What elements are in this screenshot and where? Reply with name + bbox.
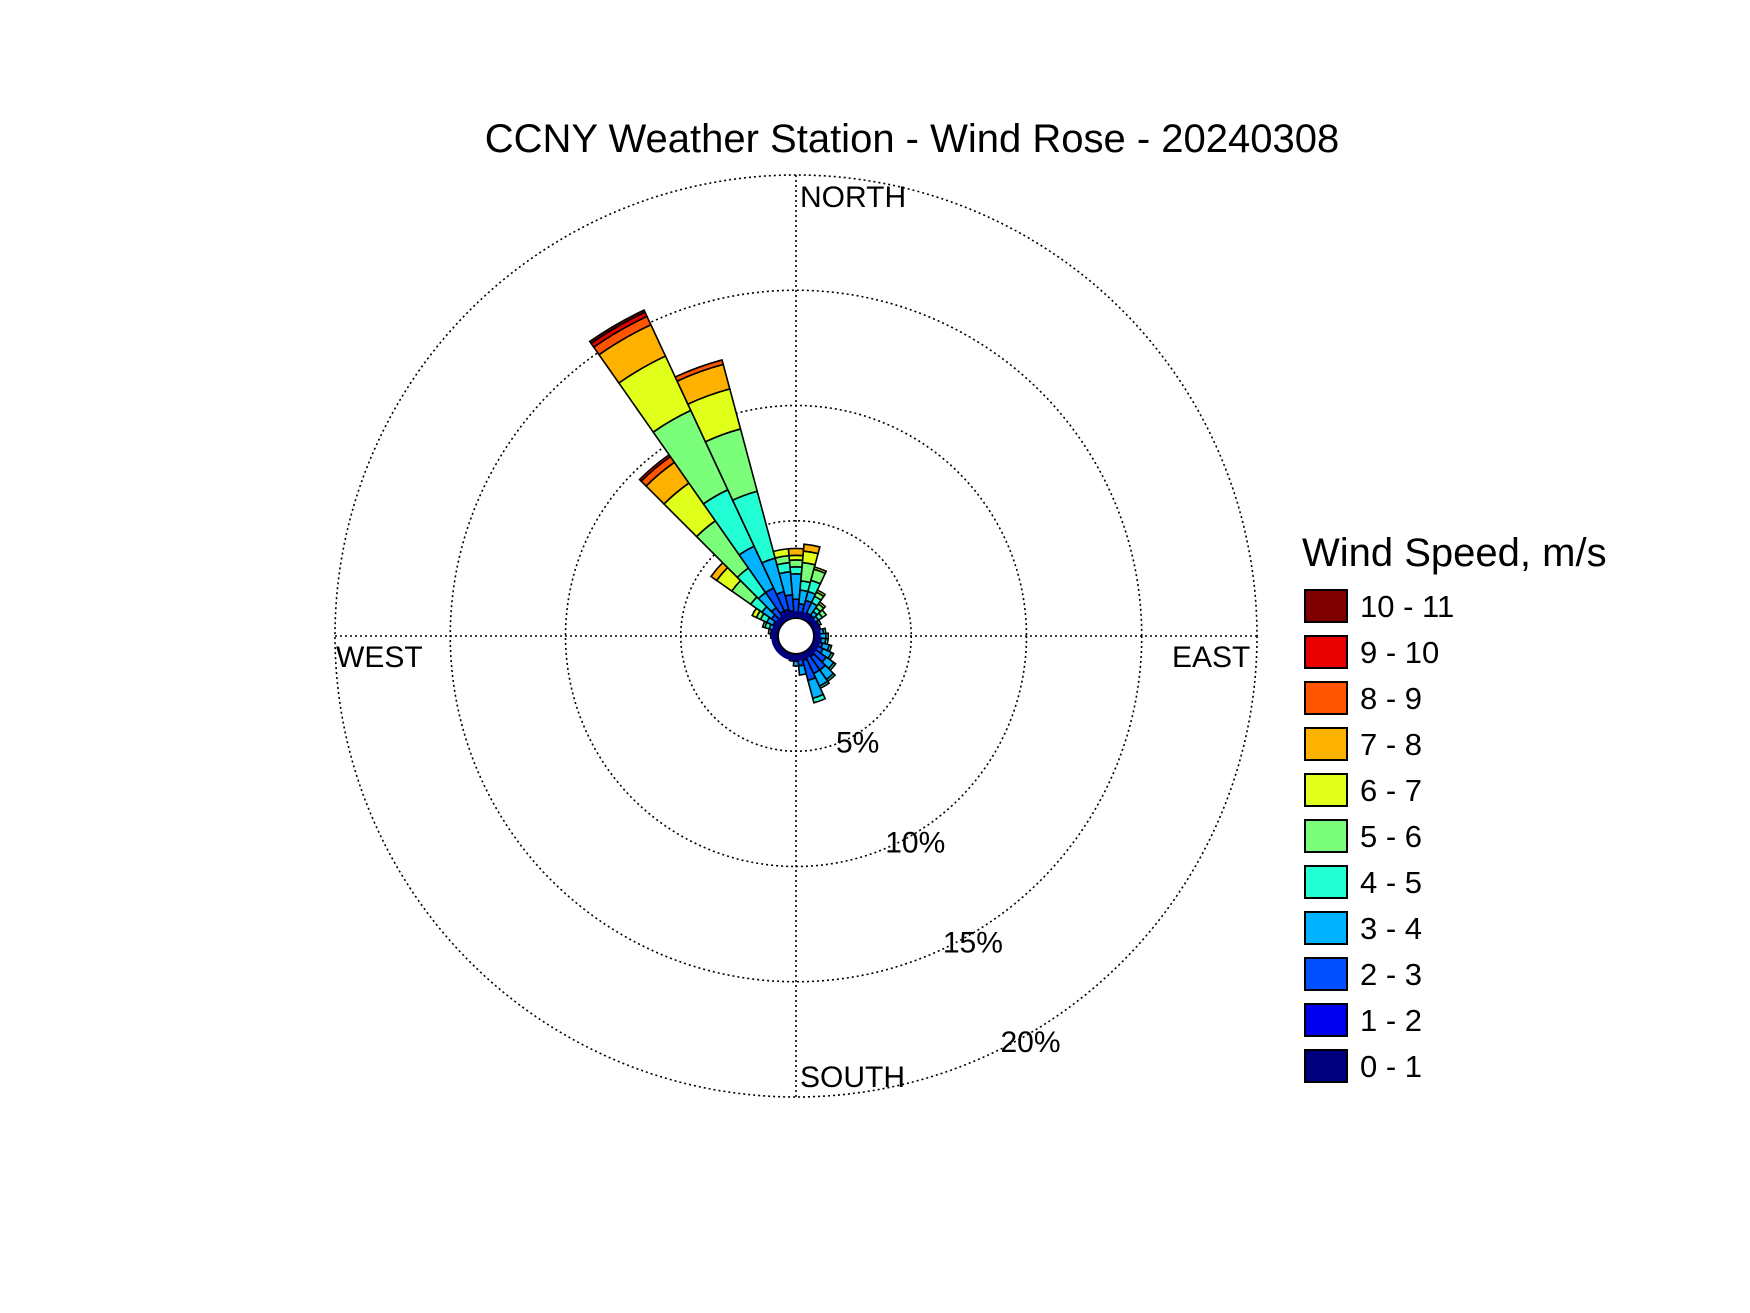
legend-label: 9 - 10 bbox=[1360, 635, 1439, 670]
legend-label: 6 - 7 bbox=[1360, 773, 1422, 808]
wedge-dir170-bin3 bbox=[797, 663, 808, 676]
wedge-dir50-bin5 bbox=[817, 608, 828, 619]
legend-swatch bbox=[1304, 957, 1348, 991]
south-label: SOUTH bbox=[800, 1061, 905, 1094]
legend-label: 4 - 5 bbox=[1360, 865, 1422, 900]
legend-swatch bbox=[1304, 1049, 1348, 1083]
wedge-dir60-bin4 bbox=[815, 619, 823, 627]
legend-swatch bbox=[1304, 727, 1348, 761]
legend-label: 5 - 6 bbox=[1360, 819, 1422, 854]
legend-label: 3 - 4 bbox=[1360, 911, 1422, 946]
wedge-dir340-bin8 bbox=[674, 358, 725, 383]
wedge-dir180-bin3 bbox=[792, 660, 800, 667]
calm-circle bbox=[777, 617, 815, 655]
ring-label-1: 10% bbox=[885, 827, 945, 860]
legend-swatch bbox=[1304, 635, 1348, 669]
ring-label-2: 15% bbox=[943, 926, 1003, 959]
legend: Wind Speed, m/s 10 - 11 9 - 10 8 - 9 7 - 8 6… bbox=[1302, 531, 1607, 1084]
west-label: WEST bbox=[336, 641, 423, 674]
wedge-dir0-bin5 bbox=[788, 559, 804, 568]
legend-swatch bbox=[1304, 773, 1348, 807]
ring-label-3: 20% bbox=[1000, 1026, 1060, 1059]
wedge-dir0-bin4 bbox=[789, 566, 803, 575]
legend-swatch bbox=[1304, 1003, 1348, 1037]
wedge-dir40-bin6 bbox=[817, 600, 827, 610]
ring-label-0: 5% bbox=[836, 727, 879, 760]
legend-title: Wind Speed, m/s bbox=[1302, 531, 1607, 575]
ring-labels: 5% 10% 15% 20% bbox=[836, 727, 1061, 1059]
wedge-dir10-bin7 bbox=[802, 543, 821, 555]
legend-swatch bbox=[1304, 819, 1348, 853]
legend-swatch bbox=[1304, 865, 1348, 899]
legend-swatch bbox=[1304, 681, 1348, 715]
legend-label: 10 - 11 bbox=[1360, 589, 1454, 624]
direction-labels: NORTH SOUTH WEST EAST bbox=[336, 181, 1250, 1094]
legend-swatch bbox=[1304, 911, 1348, 945]
calm-ring bbox=[771, 611, 821, 661]
legend-label: 1 - 2 bbox=[1360, 1003, 1422, 1038]
wedge-dir350-bin6 bbox=[772, 547, 790, 560]
legend-label: 0 - 1 bbox=[1360, 1049, 1422, 1084]
north-label: NORTH bbox=[800, 181, 906, 214]
legend-label: 7 - 8 bbox=[1360, 727, 1422, 762]
legend-items: 10 - 11 9 - 10 8 - 9 7 - 8 6 - 7 5 - 6 4 - 5 3 … bbox=[1304, 589, 1454, 1084]
calm-center bbox=[771, 611, 821, 661]
legend-label: 8 - 9 bbox=[1360, 681, 1422, 716]
legend-swatch bbox=[1304, 589, 1348, 623]
wedge-dir30-bin6 bbox=[815, 588, 827, 598]
chart-title: CCNY Weather Station - Wind Rose - 20240… bbox=[485, 117, 1340, 161]
legend-label: 2 - 3 bbox=[1360, 957, 1422, 992]
wedge-dir160-bin4 bbox=[811, 693, 827, 704]
wedge-dir0-bin7 bbox=[787, 547, 805, 557]
wedge-dir330-bin10 bbox=[588, 309, 647, 345]
east-label: EAST bbox=[1172, 641, 1250, 674]
wedge-dir20-bin6 bbox=[812, 566, 828, 575]
